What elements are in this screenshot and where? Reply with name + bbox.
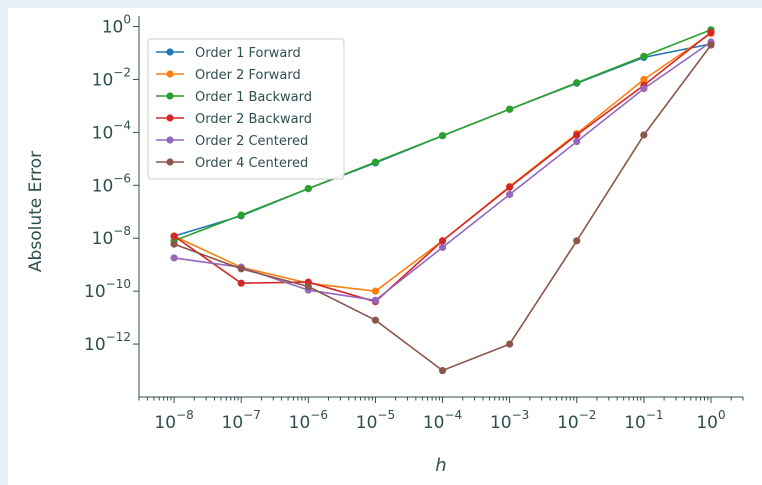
data-point bbox=[371, 158, 380, 166]
legend-swatch-marker bbox=[166, 114, 174, 122]
legend-swatch-marker bbox=[166, 92, 174, 100]
legend-swatch-marker bbox=[166, 158, 174, 166]
data-point bbox=[707, 41, 715, 49]
y-tick-label: 10−12 bbox=[84, 330, 131, 355]
y-tick-label: 10−8 bbox=[92, 224, 131, 249]
x-tick-label: 10−2 bbox=[557, 408, 596, 433]
data-point bbox=[640, 85, 648, 93]
x-tick-label: 100 bbox=[696, 408, 725, 433]
data-point bbox=[506, 183, 514, 191]
data-point bbox=[438, 132, 447, 140]
legend-box bbox=[147, 38, 345, 180]
y-tick-label: 10−10 bbox=[84, 277, 131, 302]
y-tick-label: 10−2 bbox=[92, 65, 131, 90]
x-tick-label: 10−5 bbox=[356, 408, 395, 433]
y-tick-label: 10−6 bbox=[92, 171, 131, 196]
data-point bbox=[371, 287, 380, 295]
data-point bbox=[640, 75, 648, 84]
x-tick-label: 10−1 bbox=[624, 408, 663, 433]
data-point bbox=[506, 190, 514, 199]
error-convergence-chart: 10−8 10−7 10−6 10−5 10−4 10−3 10−2 10−1 100 10−12… bbox=[26, 13, 744, 476]
data-point bbox=[640, 131, 648, 139]
y-tick-label: 100 bbox=[102, 13, 131, 38]
legend-label: Order 2 Forward bbox=[195, 68, 301, 83]
x-tick-label: 10−6 bbox=[289, 408, 328, 433]
y-axis-label: Absolute Error bbox=[26, 151, 46, 272]
data-point bbox=[573, 131, 581, 139]
data-point bbox=[237, 211, 245, 219]
legend-swatch-marker bbox=[166, 136, 174, 144]
data-point bbox=[506, 105, 514, 113]
data-point bbox=[438, 243, 447, 252]
legend-swatch-marker bbox=[166, 48, 174, 56]
data-point bbox=[170, 254, 178, 262]
x-tick-label: 10−4 bbox=[423, 408, 462, 433]
data-point bbox=[506, 340, 514, 348]
series-3 bbox=[170, 28, 715, 306]
x-axis-label: h bbox=[435, 455, 446, 476]
data-point bbox=[573, 79, 581, 87]
legend: Order 1 Forward Order 2 Forward Order 1 Ba… bbox=[147, 38, 345, 180]
legend-label: Order 4 Centered bbox=[195, 156, 308, 171]
y-tick-label: 10−4 bbox=[92, 118, 131, 143]
data-point bbox=[438, 237, 447, 245]
series-5 bbox=[170, 41, 715, 375]
data-point bbox=[573, 237, 581, 245]
x-tick-label: 10−7 bbox=[222, 408, 261, 433]
legend-label: Order 2 Centered bbox=[195, 134, 308, 149]
data-point bbox=[573, 137, 581, 146]
data-point bbox=[707, 28, 715, 37]
data-point bbox=[237, 279, 245, 287]
data-point bbox=[371, 316, 380, 324]
x-tick-label: 10−8 bbox=[154, 408, 193, 433]
data-point bbox=[438, 366, 447, 375]
data-point bbox=[237, 265, 245, 273]
data-point bbox=[371, 296, 380, 304]
data-point bbox=[304, 185, 312, 193]
legend-swatch-marker bbox=[166, 70, 174, 78]
data-point bbox=[304, 282, 312, 291]
data-point bbox=[170, 232, 178, 240]
data-point bbox=[170, 240, 178, 248]
chart-panel: 10−8 10−7 10−6 10−5 10−4 10−3 10−2 10−1 100 10−12… bbox=[8, 8, 762, 485]
legend-label: Order 1 Backward bbox=[195, 90, 312, 105]
legend-label: Order 1 Forward bbox=[195, 46, 301, 61]
legend-label: Order 2 Backward bbox=[195, 112, 312, 127]
data-point bbox=[640, 52, 648, 60]
x-tick-label: 10−3 bbox=[490, 408, 529, 433]
